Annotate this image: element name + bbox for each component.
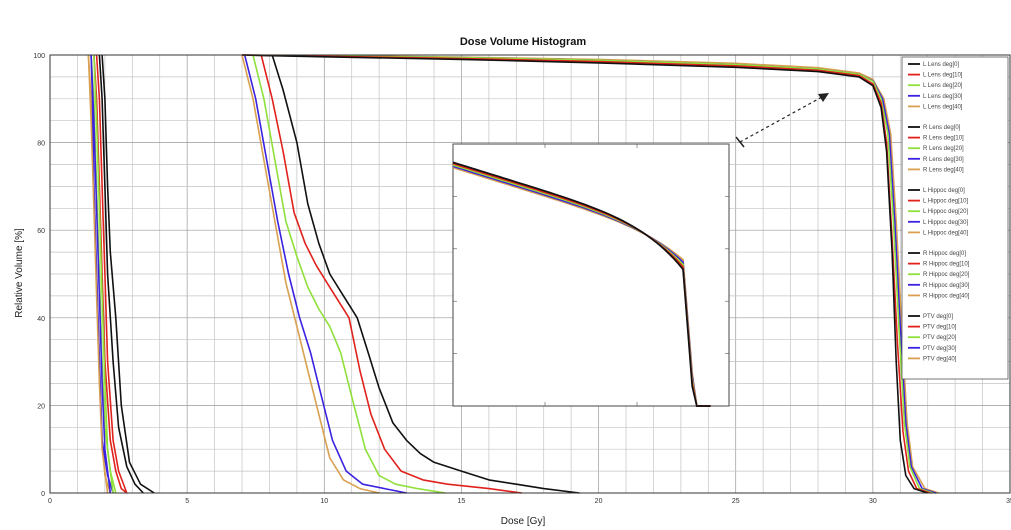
legend-entry: R Hippoc deg[30] [923, 283, 970, 289]
legend-entry: R Lens deg[0] [923, 125, 961, 131]
legend-entry: R Hippoc deg[10] [923, 262, 970, 268]
legend-entry: L Hippoc deg[20] [923, 209, 968, 215]
legend-entry: R Hippoc deg[40] [923, 293, 970, 299]
legend-entry: L Lens deg[20] [923, 83, 963, 89]
legend-entry: PTV deg[10] [923, 325, 957, 331]
chart-title: Dose Volume Histogram [460, 36, 587, 48]
zoom-inset [453, 144, 729, 406]
legend-entry: L Lens deg[0] [923, 62, 959, 68]
legend-entry: R Lens deg[20] [923, 146, 964, 152]
y-tick-label: 0 [41, 491, 45, 498]
legend-entry: L Lens deg[40] [923, 104, 963, 110]
y-tick-label: 80 [37, 141, 45, 148]
legend-entry: L Hippoc deg[30] [923, 220, 968, 226]
legend-entry: R Lens deg[10] [923, 136, 964, 142]
x-tick-label: 10 [320, 498, 328, 505]
legend-entry: PTV deg[30] [923, 346, 957, 352]
legend-entry: R Lens deg[30] [923, 157, 964, 163]
y-axis-label: Relative Volume [%] [14, 228, 25, 318]
x-tick-label: 35 [1006, 498, 1011, 505]
legend-entry: R Hippoc deg[0] [923, 251, 966, 257]
x-tick-label: 5 [185, 498, 189, 505]
legend-entry: L Hippoc deg[40] [923, 230, 968, 236]
legend-entry: L Hippoc deg[0] [923, 188, 965, 194]
legend-entry: L Lens deg[30] [923, 94, 963, 100]
legend: L Lens deg[0] L Lens deg[10] L Lens deg[20… [902, 57, 1008, 379]
x-tick-label: 30 [869, 498, 877, 505]
legend-entry: R Lens deg[40] [923, 167, 964, 173]
legend-entry: PTV deg[0] [923, 314, 953, 320]
y-tick-label: 40 [37, 316, 45, 323]
legend-entry: PTV deg[40] [923, 356, 957, 362]
legend-entry: R Hippoc deg[20] [923, 272, 970, 278]
legend-entry: L Lens deg[10] [923, 73, 963, 79]
x-tick-label: 0 [48, 498, 52, 505]
legend-entry: PTV deg[20] [923, 335, 957, 341]
legend-entry: L Hippoc deg[10] [923, 199, 968, 205]
x-axis-label: Dose [Gy] [501, 516, 546, 527]
x-tick-label: 25 [732, 498, 740, 505]
x-tick-label: 20 [595, 498, 603, 505]
y-tick-label: 20 [37, 403, 45, 410]
y-tick-label: 100 [33, 53, 45, 60]
y-tick-label: 60 [37, 228, 45, 235]
inset-panel [453, 144, 729, 406]
x-tick-label: 15 [458, 498, 466, 505]
